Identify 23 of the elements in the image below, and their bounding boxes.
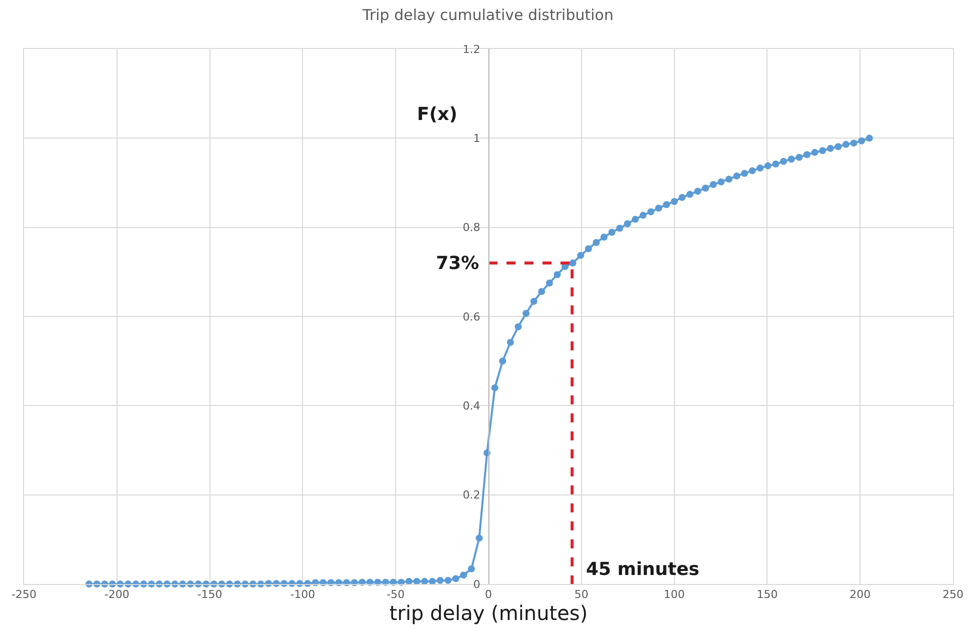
x-tick-label: 0	[485, 588, 492, 602]
y-axis-title: F(x)	[417, 104, 458, 125]
y-tick-label: 0.6	[462, 310, 480, 324]
x-tick-label: 200	[850, 588, 871, 602]
x-tick-label: 150	[756, 588, 778, 602]
y-tick-label: 0.4	[462, 400, 480, 413]
x-tick-label: -250	[12, 588, 36, 602]
chart-title: Trip delay cumulative distribution	[362, 6, 614, 24]
y-tick-label: 0	[473, 578, 480, 591]
x-axis-title: trip delay (minutes)	[389, 601, 588, 626]
x-tick-label: 50	[574, 588, 588, 602]
y-tick-label: 0.8	[462, 221, 480, 234]
annotation: 73%	[436, 253, 480, 274]
y-tick-label: 0.2	[462, 488, 480, 502]
x-tick-label: 100	[664, 588, 685, 602]
x-tick-label: -50	[386, 588, 405, 602]
x-tick-label: -200	[104, 588, 130, 602]
y-tick-label: 1	[473, 132, 480, 146]
x-tick-label: -150	[197, 588, 222, 602]
x-tick-label: -100	[290, 588, 316, 602]
x-tick-label: 250	[942, 588, 964, 602]
y-tick-label: 1.2	[462, 42, 480, 56]
annotation: 45 minutes	[586, 559, 700, 580]
